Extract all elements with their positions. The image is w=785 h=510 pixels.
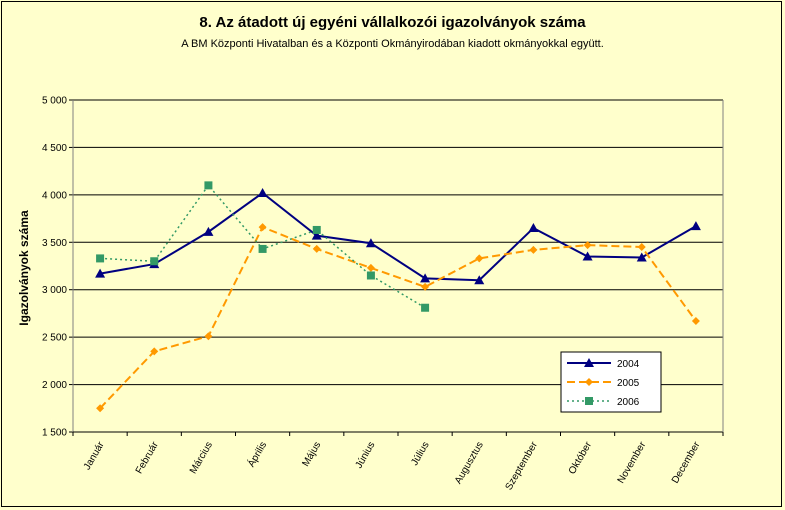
data-point-2005 [421,282,430,291]
x-tick-label: November [616,439,649,485]
x-tick-label: Január [82,439,107,472]
y-tick-label: 5 000 [42,96,67,107]
data-point-2006 [204,181,213,190]
x-tick-label: Február [134,439,161,475]
data-point-2004 [582,251,593,261]
series-line-2005 [99,225,697,409]
data-point-2006 [150,257,159,266]
x-tick-label: Július [409,440,431,468]
legend-label-2006: 2006 [617,397,640,408]
data-point-2004 [365,238,376,248]
data-point-2004 [420,273,431,283]
data-point-2005 [583,241,592,250]
legend-label-2004: 2004 [617,359,640,370]
series-line-2004 [99,191,697,282]
data-point-2005 [691,317,700,326]
chart-subtitle: A BM Központi Hivatalban és a Központi O… [181,38,604,50]
x-tick-label: Március [188,440,215,476]
legend-label-2005: 2005 [617,378,640,389]
x-tick-label: Május [300,440,323,469]
data-point-2005 [312,244,321,253]
data-point-2006 [96,254,105,263]
data-point-2006 [421,303,430,312]
x-tick-label: December [670,439,703,485]
data-point-2005 [475,254,484,263]
y-tick-label: 1 500 [42,428,67,439]
x-tick-label: Augusztus [453,440,486,486]
data-point-2005 [204,332,213,341]
data-point-2005 [637,243,646,252]
x-tick-label: Április [244,439,269,469]
legend-marker-2004 [584,358,594,367]
data-point-2004 [474,275,485,285]
chart-title: 8. Az átadott új egyéni vállalkozói igaz… [199,14,586,31]
data-point-2004 [528,223,539,233]
x-tick-label: Szeptember [504,439,541,492]
x-tick-label: Október [567,439,595,476]
data-point-2005 [366,263,375,272]
y-tick-label: 2 500 [42,333,67,344]
legend-marker-2006 [585,397,593,405]
data-point-2004 [203,226,214,236]
y-tick-label: 4 000 [42,190,67,201]
data-point-2005 [258,223,267,232]
data-point-2004 [690,221,701,231]
data-point-2005 [96,404,105,413]
data-point-2006 [258,244,267,253]
data-point-2004 [636,252,647,262]
y-tick-label: 2 000 [42,380,67,391]
y-tick-label: 3 000 [42,285,67,296]
y-tick-label: 3 500 [42,238,67,249]
y-axis-label: Igazolványok száma [17,210,31,326]
data-point-2006 [312,225,321,234]
data-point-2005 [529,245,538,254]
data-point-2005 [150,347,159,356]
data-point-2004 [257,187,268,197]
data-point-2004 [95,268,106,278]
legend-marker-2005 [585,378,593,386]
y-tick-label: 4 500 [42,143,67,154]
data-point-2004 [311,230,322,240]
data-point-2006 [366,271,375,280]
x-tick-label: Június [354,440,378,471]
